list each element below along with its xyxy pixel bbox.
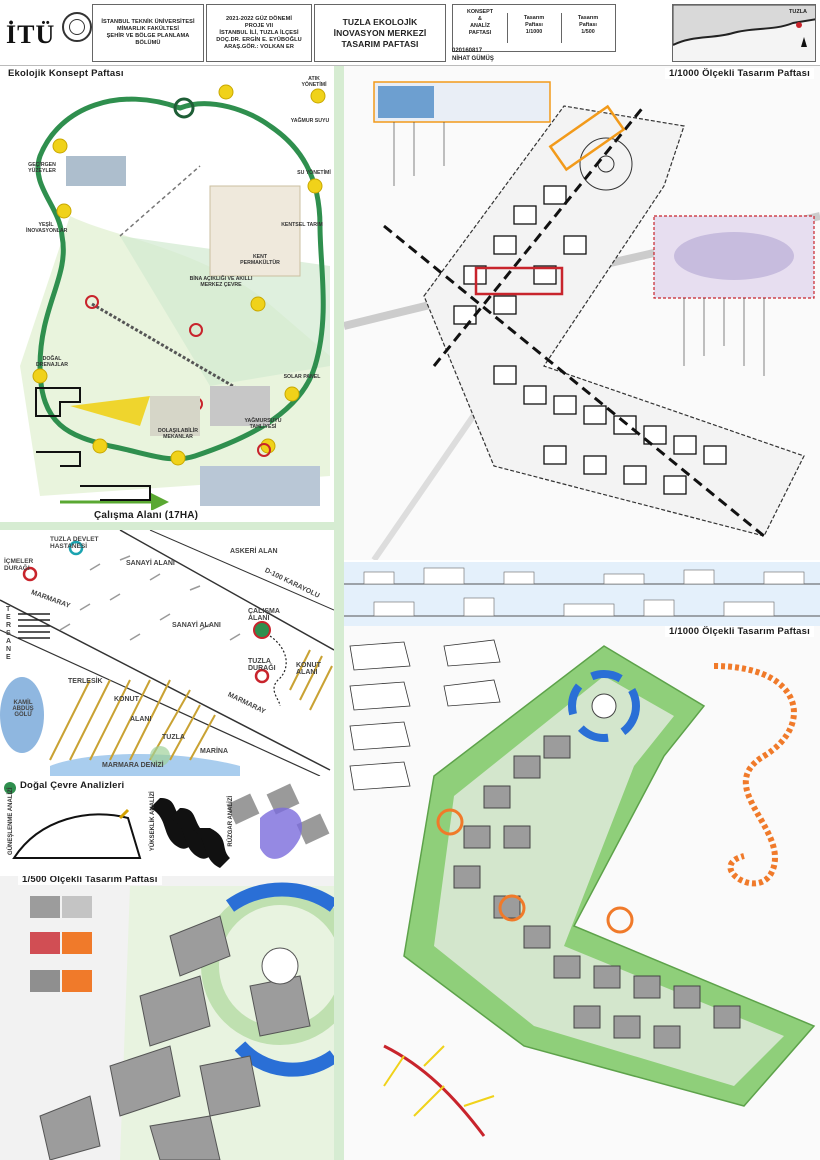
residential-hatch: [49, 649, 333, 761]
study-area-panel: TUZLA DEVLET HASTANESİ İÇMELER DURAĞI SA…: [0, 530, 334, 776]
label-tuzla-hospital: TUZLA DEVLET HASTANESİ: [50, 536, 99, 550]
blue-arc-bottom: [234, 1041, 334, 1077]
shipyard-lines: [18, 613, 50, 639]
horizontal-divider-1: [0, 522, 344, 530]
node-label: DOĞAL DRENAJLAR: [36, 356, 68, 369]
lake-shape: [0, 677, 44, 753]
north-arrow-icon: [801, 37, 807, 47]
plan-500-panel: 1/500 Ölçekli Tasarım Paftası: [0, 876, 334, 1160]
eco-loop-path: [35, 96, 326, 462]
plan-500-buildings: [39, 915, 311, 1160]
hospital-marker-icon: [68, 540, 84, 556]
plan-500-legend: [30, 896, 92, 992]
section-elevations: [344, 562, 820, 626]
height-analysis-label: YÜKSEKLİK ANALİZİ: [149, 791, 156, 852]
label-industrial-2: SANAYİ ALANI: [172, 622, 221, 629]
node-label: KENT PERMAKÜLTÜR: [240, 254, 280, 267]
central-plaza: [579, 137, 633, 191]
label-study-area: ÇALIŞMA ALANI: [248, 608, 280, 622]
plan-1000-b-panel: 1/1000 Ölçekli Tasarım Paftası: [344, 626, 820, 1160]
title-block: İTÜ İSTANBUL TEKNİK ÜNİVERSİTESİ MİMARLI…: [0, 0, 820, 66]
detail-box-orange: [548, 104, 626, 172]
vertical-divider: [334, 66, 344, 1160]
label-terlesik: TERLESİK: [68, 678, 103, 685]
node-label: YAĞMUR SUYU: [290, 118, 330, 124]
label-sea: MARMARA DENİZİ: [102, 762, 164, 769]
start-ring-icon: [173, 97, 195, 119]
concept-panel-title: Ekolojik Konsept Paftası: [4, 68, 128, 79]
sea-shape: [50, 754, 240, 776]
blue-arc-top: [225, 882, 334, 912]
student-id: 020160817: [452, 48, 483, 54]
course-cell: 2021-2022 GÜZ DÖNEMİ PROJE VII İSTANBUL …: [206, 4, 312, 62]
plan-1000-b-drawing: [344, 626, 820, 1160]
concept-diagram: [20, 84, 330, 511]
plan-500-title: 1/500 Ölçekli Tasarım Paftası: [18, 876, 162, 885]
bullet-icon: [4, 782, 16, 794]
nature-analyses-drawing: [4, 782, 330, 868]
node-label: ATIK YÖNETİMİ: [301, 76, 327, 89]
location-map: TUZLA: [672, 4, 816, 62]
location-map-svg: [673, 5, 815, 47]
node-label: SOLAR PANEL: [283, 374, 321, 380]
node-label: SU YÖNETİMİ: [297, 170, 331, 176]
study-area-map: [0, 530, 334, 776]
sun-path-diagram: [12, 813, 142, 859]
label-tuzla: TUZLA: [162, 734, 185, 741]
node-label: DOLAŞILABİLİR MEKANLAR: [157, 428, 199, 441]
label-alani: ALANI: [130, 716, 152, 723]
label-icmeler: İÇMELER DURAĞI: [4, 558, 34, 572]
project-title-cell: TUZLA EKOLOJİK İNOVASYON MERKEZİ TASARIM…: [314, 4, 446, 62]
label-military: ASKERİ ALAN: [230, 548, 278, 555]
itu-logo: İTÜ: [6, 20, 56, 49]
label-marina: MARİNA: [200, 748, 228, 755]
node-label: KENTSEL TARIM: [281, 222, 323, 228]
perspective-thumbnails: [349, 639, 501, 791]
detail-box-red: [474, 266, 564, 296]
plan-1000-a-title: 1/1000 Ölçekli Tasarım Paftası: [664, 68, 814, 79]
sheet-index: KONSEPT & ANALİZ PAFTASI Tasarım Paftası…: [452, 4, 616, 52]
plan-500-drawing: [0, 876, 334, 1160]
map-tuzla-label: TUZLA: [789, 9, 808, 15]
label-tuzla-station: TUZLA DURAĞI: [248, 658, 276, 672]
university-seal-icon: [62, 12, 92, 42]
student-name: NİHAT GÜMÜŞ: [452, 56, 494, 62]
node-label: BİNA AÇIKLIĞI VE AKILLI MERKEZ ÇEVRE: [189, 276, 253, 289]
label-tersane: TERSANE: [6, 606, 12, 661]
plan-1000-a-panel: 1/1000 Ölçekli Tasarım Paftası: [344, 66, 820, 560]
university-cell: İSTANBUL TEKNİK ÜNİVERSİTESİ MİMARLIK FA…: [92, 4, 204, 62]
nature-panel-title: Doğal Çevre Analizleri: [16, 780, 129, 791]
central-ring: [568, 670, 640, 742]
label-industrial-1: SANAYİ ALANI: [126, 560, 175, 567]
network-branches: [383, 1045, 495, 1117]
node-label: YAĞMURSUYU TAHLİYESİ: [244, 418, 282, 431]
nature-panel: Doğal Çevre Analizleri GÜNEŞLENME ANALİZ…: [0, 778, 334, 874]
tuzla-station-marker-icon: [254, 668, 270, 684]
site-marker-icon: [796, 22, 802, 28]
plan-1000-b-title: 1/1000 Ölçekli Tasarım Paftası: [664, 626, 814, 637]
building-footprints: [453, 185, 727, 495]
section-strip: [344, 562, 820, 626]
height-analysis-diagram: [150, 798, 230, 868]
study-area-section-title: Çalışma Alanı (17HA): [90, 510, 203, 521]
study-area-marker-icon: [253, 621, 271, 639]
orange-rings: [436, 808, 634, 934]
label-konut: KONUT: [114, 696, 139, 703]
node-label: YEŞİL İNOVASYONLAR: [26, 222, 68, 235]
sun-analysis-label: GÜNEŞLENME ANALİZİ: [7, 787, 14, 855]
label-lake: KAMİL ABDÜŞ GÖLÜ: [12, 700, 34, 718]
plan-1000-a-drawing: [344, 66, 820, 560]
plan-1000-b-buildings: [453, 735, 741, 1049]
wind-analysis-label: RÜZGAR ANALİZİ: [227, 795, 234, 847]
label-residential-1: KONUT ALANI: [296, 662, 321, 676]
industrial-marks: [59, 555, 241, 641]
wind-analysis-diagram: [226, 783, 330, 859]
concept-nodes: [32, 84, 326, 466]
concept-panel: Ekolojik Konsept Paftası Çalışma Alanı (…: [0, 66, 334, 522]
icmeler-marker-icon: [22, 566, 38, 582]
orange-connector: [713, 663, 797, 887]
node-label: GEÇİRGEN YÜZEYLER: [28, 162, 56, 175]
